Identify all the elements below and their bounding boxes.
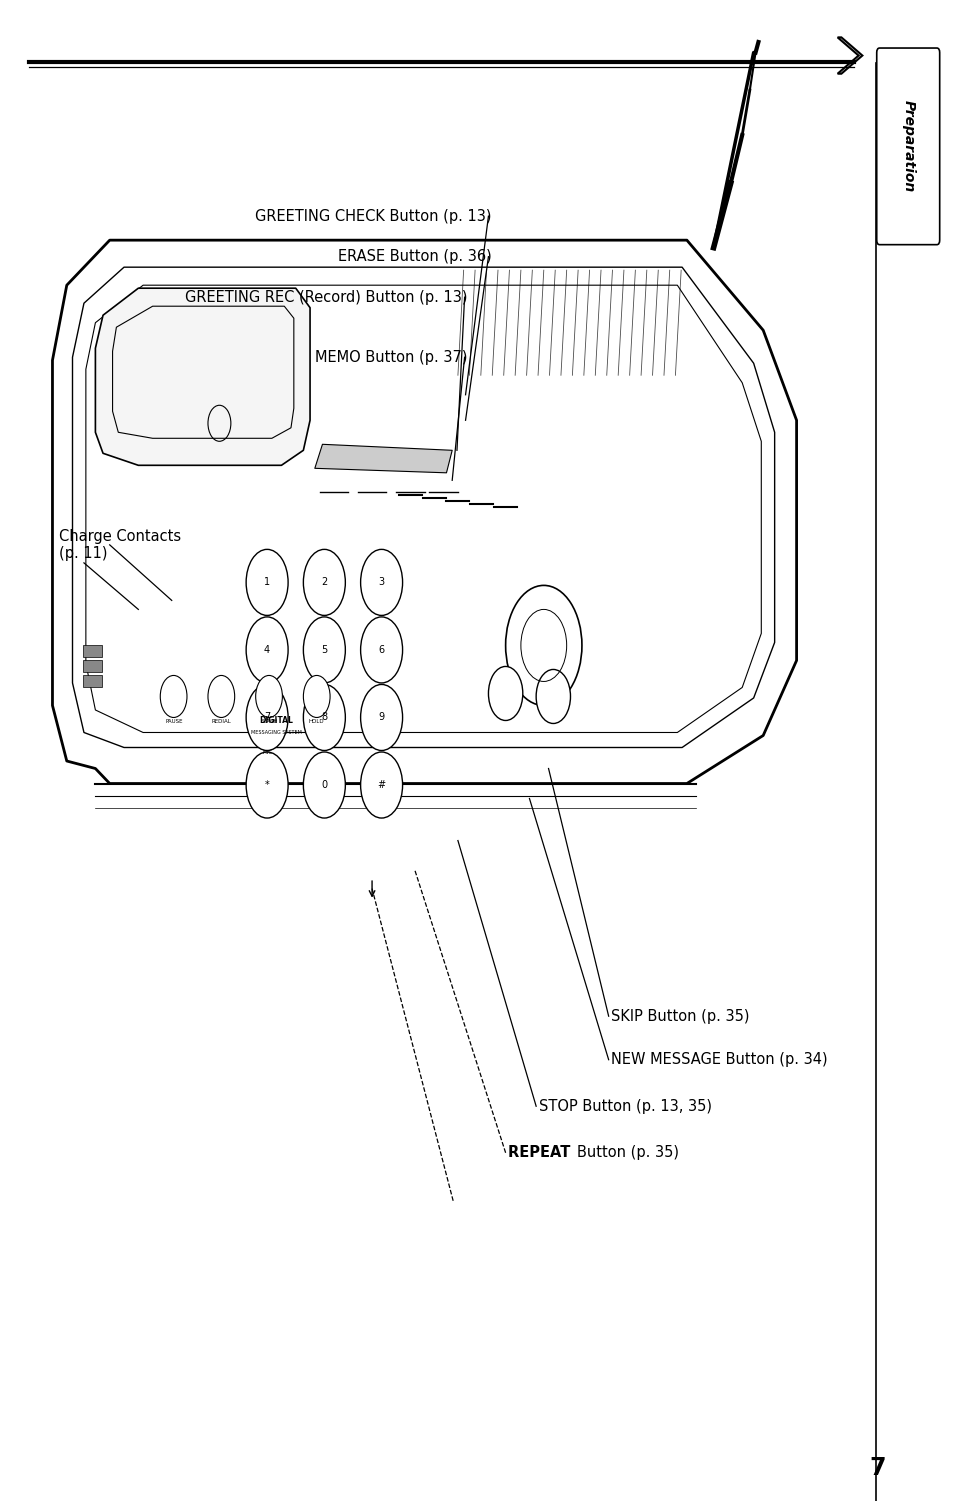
Text: DIGITAL: DIGITAL [259,716,294,725]
Bar [83,645,102,657]
FancyBboxPatch shape [876,48,939,245]
Text: MIC: MIC [262,749,272,755]
Text: Button (p. 35): Button (p. 35) [577,1145,679,1160]
Circle shape [360,684,402,750]
Text: 7: 7 [868,1456,885,1480]
Text: MESSAGING SYSTEM: MESSAGING SYSTEM [251,729,302,735]
Text: GREETING REC (Record) Button (p. 13): GREETING REC (Record) Button (p. 13) [185,290,467,305]
Text: 1: 1 [264,578,270,587]
Text: 7: 7 [264,713,270,722]
Text: PAUSE: PAUSE [166,719,183,725]
Circle shape [360,617,402,683]
Text: 9: 9 [378,713,384,722]
Circle shape [246,752,288,818]
Circle shape [255,675,282,717]
Text: ERASE Button (p. 36): ERASE Button (p. 36) [337,249,491,264]
Text: 2: 2 [321,578,327,587]
Polygon shape [95,288,310,465]
Text: NEW MESSAGE Button (p. 34): NEW MESSAGE Button (p. 34) [610,1052,826,1067]
Text: HOLD: HOLD [309,719,324,725]
Circle shape [303,675,330,717]
Text: #: # [377,781,385,790]
Text: SKIP Button (p. 35): SKIP Button (p. 35) [610,1009,748,1024]
Text: REDIAL: REDIAL [212,719,231,725]
Text: REPEAT: REPEAT [508,1145,576,1160]
Text: 5: 5 [321,645,327,654]
Text: FLASH: FLASH [260,719,277,725]
Polygon shape [314,444,452,473]
Circle shape [303,684,345,750]
Bar [83,675,102,687]
Circle shape [246,617,288,683]
Circle shape [303,549,345,615]
Text: Charge Contacts
(p. 11): Charge Contacts (p. 11) [59,528,181,561]
Circle shape [208,675,234,717]
Circle shape [246,549,288,615]
Polygon shape [52,240,796,784]
Circle shape [505,585,581,705]
Text: 3: 3 [378,578,384,587]
Text: Preparation: Preparation [901,101,914,192]
Circle shape [536,669,570,723]
Text: 6: 6 [378,645,384,654]
Circle shape [488,666,522,720]
Circle shape [246,684,288,750]
Text: STOP Button (p. 13, 35): STOP Button (p. 13, 35) [538,1099,711,1114]
Circle shape [360,752,402,818]
Text: 4: 4 [264,645,270,654]
Bar [83,660,102,672]
Circle shape [160,675,187,717]
Circle shape [303,752,345,818]
Text: *: * [265,781,269,790]
Circle shape [360,549,402,615]
Text: 0: 0 [321,781,327,790]
Circle shape [303,617,345,683]
Text: GREETING CHECK Button (p. 13): GREETING CHECK Button (p. 13) [254,209,491,224]
Text: MEMO Button (p. 37): MEMO Button (p. 37) [314,350,467,365]
Text: 8: 8 [321,713,327,722]
